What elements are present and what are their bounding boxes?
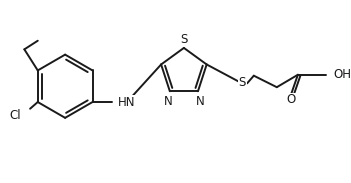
Text: O: O — [286, 93, 296, 106]
Text: Cl: Cl — [9, 109, 20, 122]
Text: S: S — [239, 76, 246, 89]
Text: N: N — [164, 95, 172, 108]
Text: S: S — [180, 33, 187, 46]
Text: HN: HN — [118, 96, 136, 109]
Text: OH: OH — [333, 68, 351, 81]
Text: N: N — [196, 95, 204, 108]
